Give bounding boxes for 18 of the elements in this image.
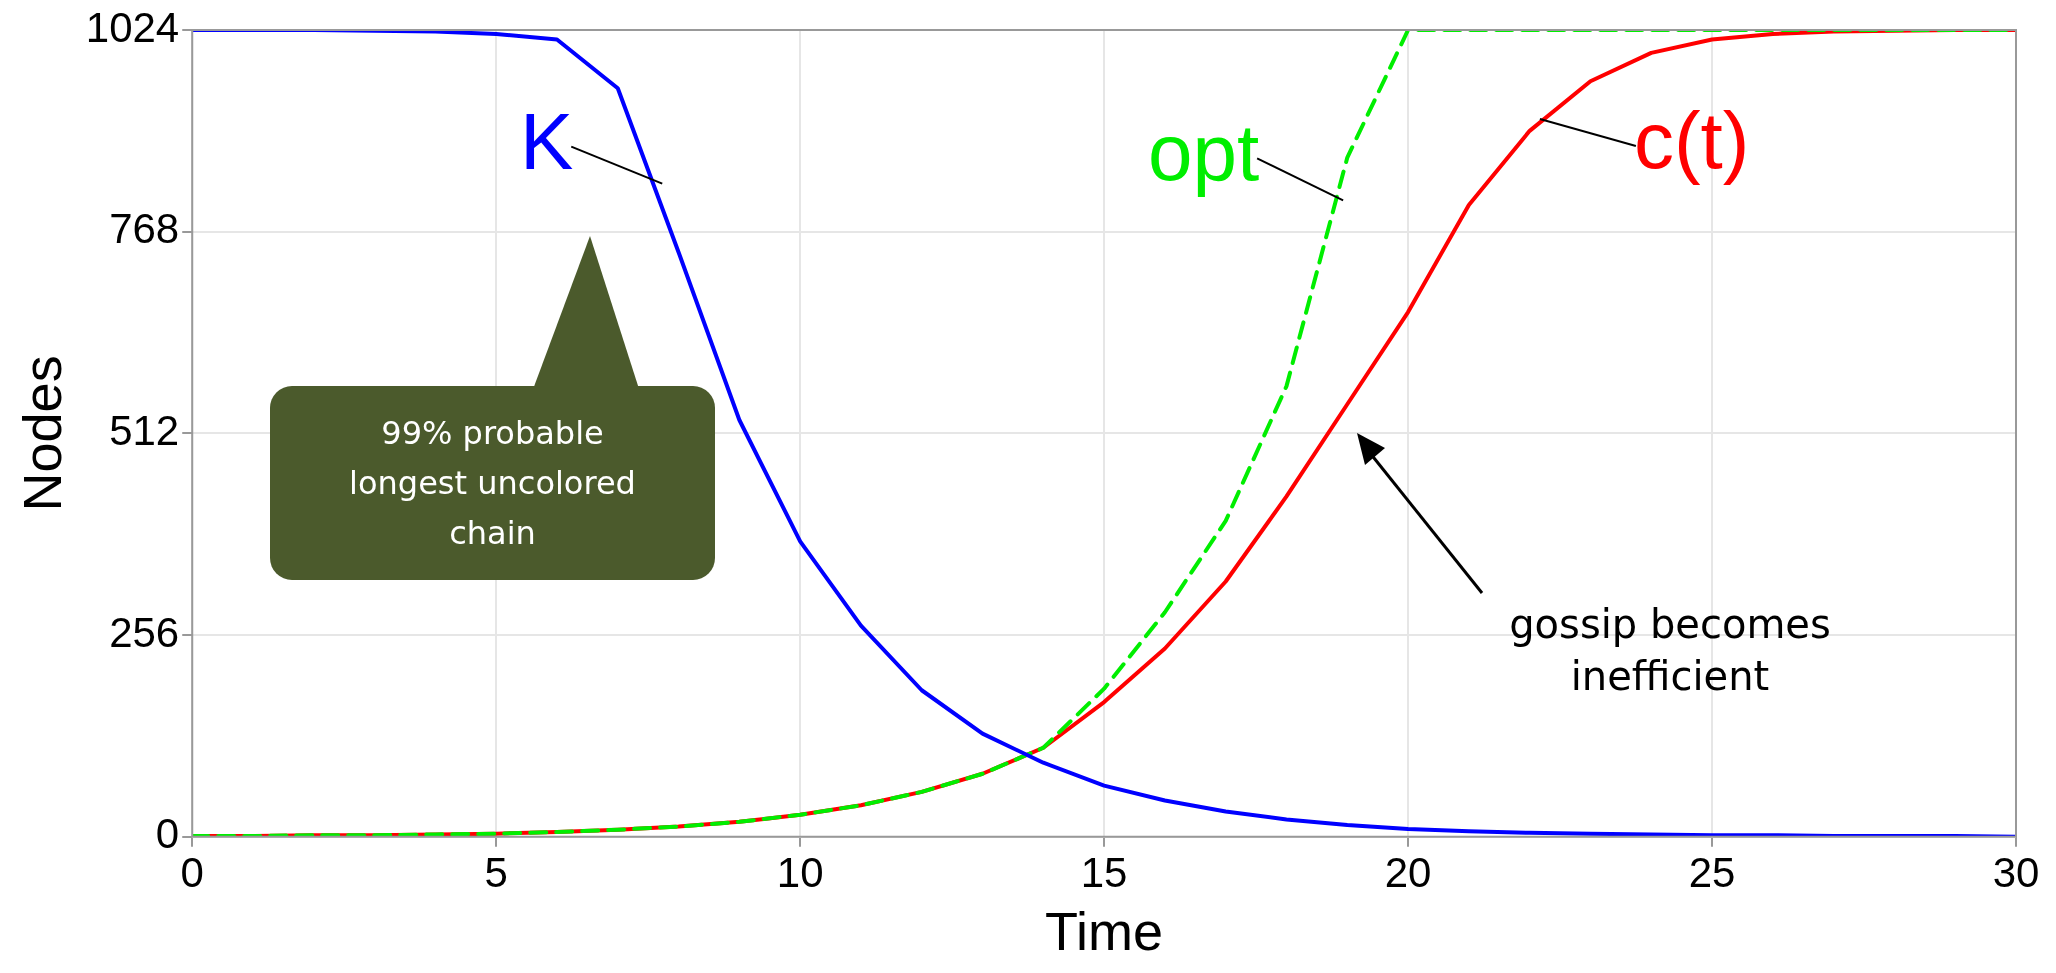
y-tick-label: 768 — [109, 205, 180, 253]
y-axis-title: Nodes — [12, 355, 73, 512]
x-tick-label: 5 — [484, 848, 508, 896]
x-tick-label: 10 — [776, 848, 824, 896]
annotation: gossip becomes inefficient — [1508, 600, 1832, 701]
x-tick-label: 20 — [1384, 848, 1432, 896]
series-label: K — [519, 96, 574, 186]
x-tick-label: 15 — [1080, 848, 1128, 896]
series-label: opt — [1147, 108, 1260, 198]
y-tick-label: 0 — [155, 810, 180, 858]
annotation: 99% probable longest uncolored chain — [270, 386, 715, 580]
x-axis-title: Time — [1045, 901, 1164, 962]
series-label: c(t) — [1633, 96, 1750, 186]
y-tick-label: 1024 — [85, 3, 180, 51]
y-tick-label: 256 — [109, 608, 180, 656]
x-tick-label: 25 — [1688, 848, 1736, 896]
x-tick-label: 30 — [1992, 848, 2040, 896]
y-tick-label: 512 — [109, 406, 180, 454]
